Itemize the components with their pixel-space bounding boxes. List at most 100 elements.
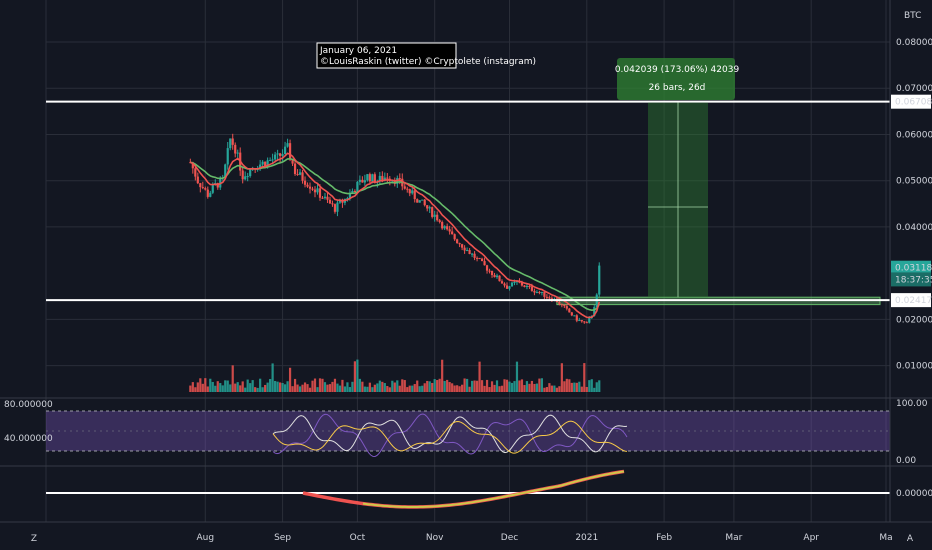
candle-body <box>363 180 366 183</box>
annotation-credit: ©LouisRaskin (twitter) ©Cryptolete (inst… <box>320 57 536 67</box>
volume-bar <box>321 378 324 392</box>
candle-body <box>406 188 409 190</box>
volume-bar <box>366 386 369 392</box>
candle-body <box>448 229 451 232</box>
volume-bar <box>333 378 337 392</box>
candle-body <box>423 199 426 206</box>
candle-body <box>378 175 381 182</box>
candle-body <box>588 318 591 323</box>
volume-bar <box>535 383 539 392</box>
candle-body <box>331 203 334 205</box>
candle-body <box>191 162 194 169</box>
candle-body <box>274 154 277 160</box>
volume-bar <box>533 383 536 392</box>
pane-separators <box>0 0 932 523</box>
volume-bar <box>466 378 469 392</box>
symbol-label: BTC <box>904 11 921 21</box>
volume-bar <box>326 384 329 392</box>
volume-bar <box>585 386 588 392</box>
candle-body <box>338 200 342 203</box>
annotation-date: January 06, 2021 <box>319 46 397 56</box>
volume-bar <box>538 378 541 392</box>
volume-bar <box>443 380 446 392</box>
candle-body <box>386 177 389 179</box>
volume-bar <box>189 385 192 392</box>
candle-body <box>453 234 456 240</box>
volume-bar <box>211 381 214 392</box>
time-tick-label: Nov <box>426 533 444 543</box>
volume-bar <box>575 382 578 392</box>
candle-body <box>303 180 307 185</box>
zoom-button[interactable]: Z <box>31 534 37 544</box>
candle-body <box>224 164 227 178</box>
volume-bar <box>448 382 451 392</box>
candle-body <box>244 176 247 180</box>
candle-body <box>563 304 566 307</box>
candle-body <box>288 143 292 160</box>
candle-body <box>211 184 214 193</box>
volume-bar <box>408 385 411 392</box>
volume-bar <box>580 386 583 392</box>
volume-bar <box>269 379 272 392</box>
volume-bar <box>328 384 332 392</box>
candle-body <box>308 186 312 189</box>
auto-scale-button[interactable]: A <box>907 534 914 544</box>
candle-body <box>451 231 454 235</box>
volume-bar <box>498 386 501 392</box>
candle-body <box>523 285 526 287</box>
candle-body <box>264 161 267 167</box>
candle-body <box>446 226 449 230</box>
candle-body <box>461 244 464 248</box>
measure-tool[interactable] <box>617 58 735 298</box>
volume-bar <box>358 378 361 392</box>
candle-body <box>466 250 469 252</box>
candle-body <box>281 154 284 156</box>
volume-bar <box>348 387 352 392</box>
volume-bar <box>523 385 526 392</box>
candle-body <box>508 286 511 289</box>
candle-body <box>358 179 361 182</box>
volume-bar <box>396 380 399 392</box>
candle-body <box>456 239 459 244</box>
volume-bar <box>276 381 279 392</box>
candle-body <box>438 220 441 223</box>
volume-bar <box>219 383 222 392</box>
candle-body <box>411 190 414 194</box>
volume-bar <box>570 382 573 392</box>
price-tag-label: 0.024170 <box>895 296 932 306</box>
volume-bar <box>196 382 199 392</box>
candle-body <box>271 159 274 161</box>
rsi-line-yellow <box>272 420 628 454</box>
candle-body <box>196 176 199 184</box>
candle-body <box>368 174 371 182</box>
volume-bar <box>421 385 424 392</box>
volume-bar <box>306 384 309 392</box>
annotation-box[interactable] <box>316 42 457 69</box>
candle-body <box>236 152 239 154</box>
candle-body <box>266 160 269 167</box>
candle-body <box>351 190 354 193</box>
volume-bar <box>221 385 224 392</box>
volume-bar <box>323 382 327 392</box>
oscillator <box>46 469 890 509</box>
candle-body <box>383 177 386 181</box>
volume-bar <box>318 378 322 392</box>
candle-body <box>318 188 322 198</box>
volume-bar <box>249 383 252 392</box>
volume-bar <box>224 380 227 392</box>
volume-bar <box>391 380 394 392</box>
candle-body <box>490 271 494 276</box>
candle-body <box>548 297 551 299</box>
time-axis[interactable]: Aug Sep Oct Nov Dec 2021 Feb Mar Apr Ma <box>197 533 893 543</box>
volume-bar <box>565 378 568 392</box>
volume-bar <box>478 361 481 392</box>
volume-bar <box>363 386 366 392</box>
volume-bar <box>428 381 431 392</box>
candle-body <box>480 258 484 262</box>
candle-body <box>568 308 571 313</box>
